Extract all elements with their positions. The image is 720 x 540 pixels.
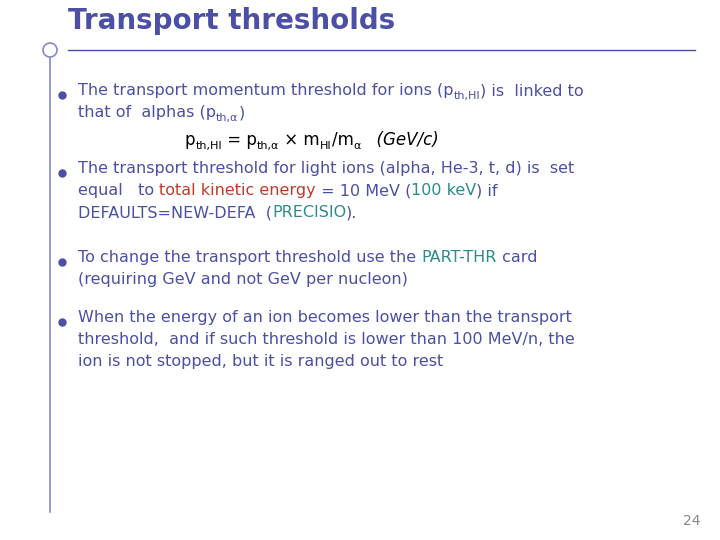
Text: th,HI: th,HI bbox=[454, 91, 480, 100]
Text: DEFAULTS=NEW-DEFA  (: DEFAULTS=NEW-DEFA ( bbox=[78, 205, 272, 220]
Text: (GeV/c): (GeV/c) bbox=[366, 131, 438, 149]
Text: × m: × m bbox=[279, 131, 320, 149]
Text: th,α: th,α bbox=[216, 112, 238, 123]
Text: ) if: ) if bbox=[477, 183, 498, 198]
Text: th,HI: th,HI bbox=[196, 141, 222, 151]
Text: HI: HI bbox=[320, 141, 332, 151]
Text: th,α: th,α bbox=[257, 141, 279, 151]
Text: 24: 24 bbox=[683, 514, 700, 528]
Text: PRECISIO: PRECISIO bbox=[272, 205, 346, 220]
Text: equal   to: equal to bbox=[78, 183, 159, 198]
Text: ).: ). bbox=[346, 205, 358, 220]
Text: th,HI: th,HI bbox=[196, 141, 222, 151]
Text: The transport threshold for light ions (alpha, He-3, t, d) is  set: The transport threshold for light ions (… bbox=[78, 161, 575, 176]
Text: total kinetic energy: total kinetic energy bbox=[159, 183, 316, 198]
Text: th,α: th,α bbox=[216, 112, 238, 123]
Text: HI: HI bbox=[320, 141, 332, 151]
Text: ion is not stopped, but it is ranged out to rest: ion is not stopped, but it is ranged out… bbox=[78, 354, 444, 369]
Text: When the energy of an ion becomes lower than the transport: When the energy of an ion becomes lower … bbox=[78, 310, 572, 325]
Text: α: α bbox=[354, 141, 361, 151]
Text: ): ) bbox=[238, 105, 245, 120]
Text: = 10 MeV (: = 10 MeV ( bbox=[316, 183, 411, 198]
Text: α: α bbox=[354, 141, 361, 151]
Text: The transport momentum threshold for ions (p: The transport momentum threshold for ion… bbox=[78, 83, 454, 98]
Text: th,α: th,α bbox=[257, 141, 279, 151]
Text: ) is  linked to: ) is linked to bbox=[480, 83, 584, 98]
Text: p: p bbox=[185, 131, 196, 149]
Text: /m: /m bbox=[332, 131, 354, 149]
Text: 100 keV: 100 keV bbox=[411, 183, 477, 198]
Text: To change the transport threshold use the: To change the transport threshold use th… bbox=[78, 250, 421, 265]
Circle shape bbox=[43, 43, 57, 57]
Text: PART-THR: PART-THR bbox=[421, 250, 497, 265]
Text: (requiring GeV and not GeV per nucleon): (requiring GeV and not GeV per nucleon) bbox=[78, 272, 408, 287]
Text: Transport thresholds: Transport thresholds bbox=[68, 7, 395, 35]
Text: th,HI: th,HI bbox=[454, 91, 480, 100]
Text: card: card bbox=[497, 250, 537, 265]
Text: threshold,  and if such threshold is lower than 100 MeV/n, the: threshold, and if such threshold is lowe… bbox=[78, 332, 575, 347]
Text: = p: = p bbox=[222, 131, 257, 149]
Text: that of  alphas (p: that of alphas (p bbox=[78, 105, 216, 120]
